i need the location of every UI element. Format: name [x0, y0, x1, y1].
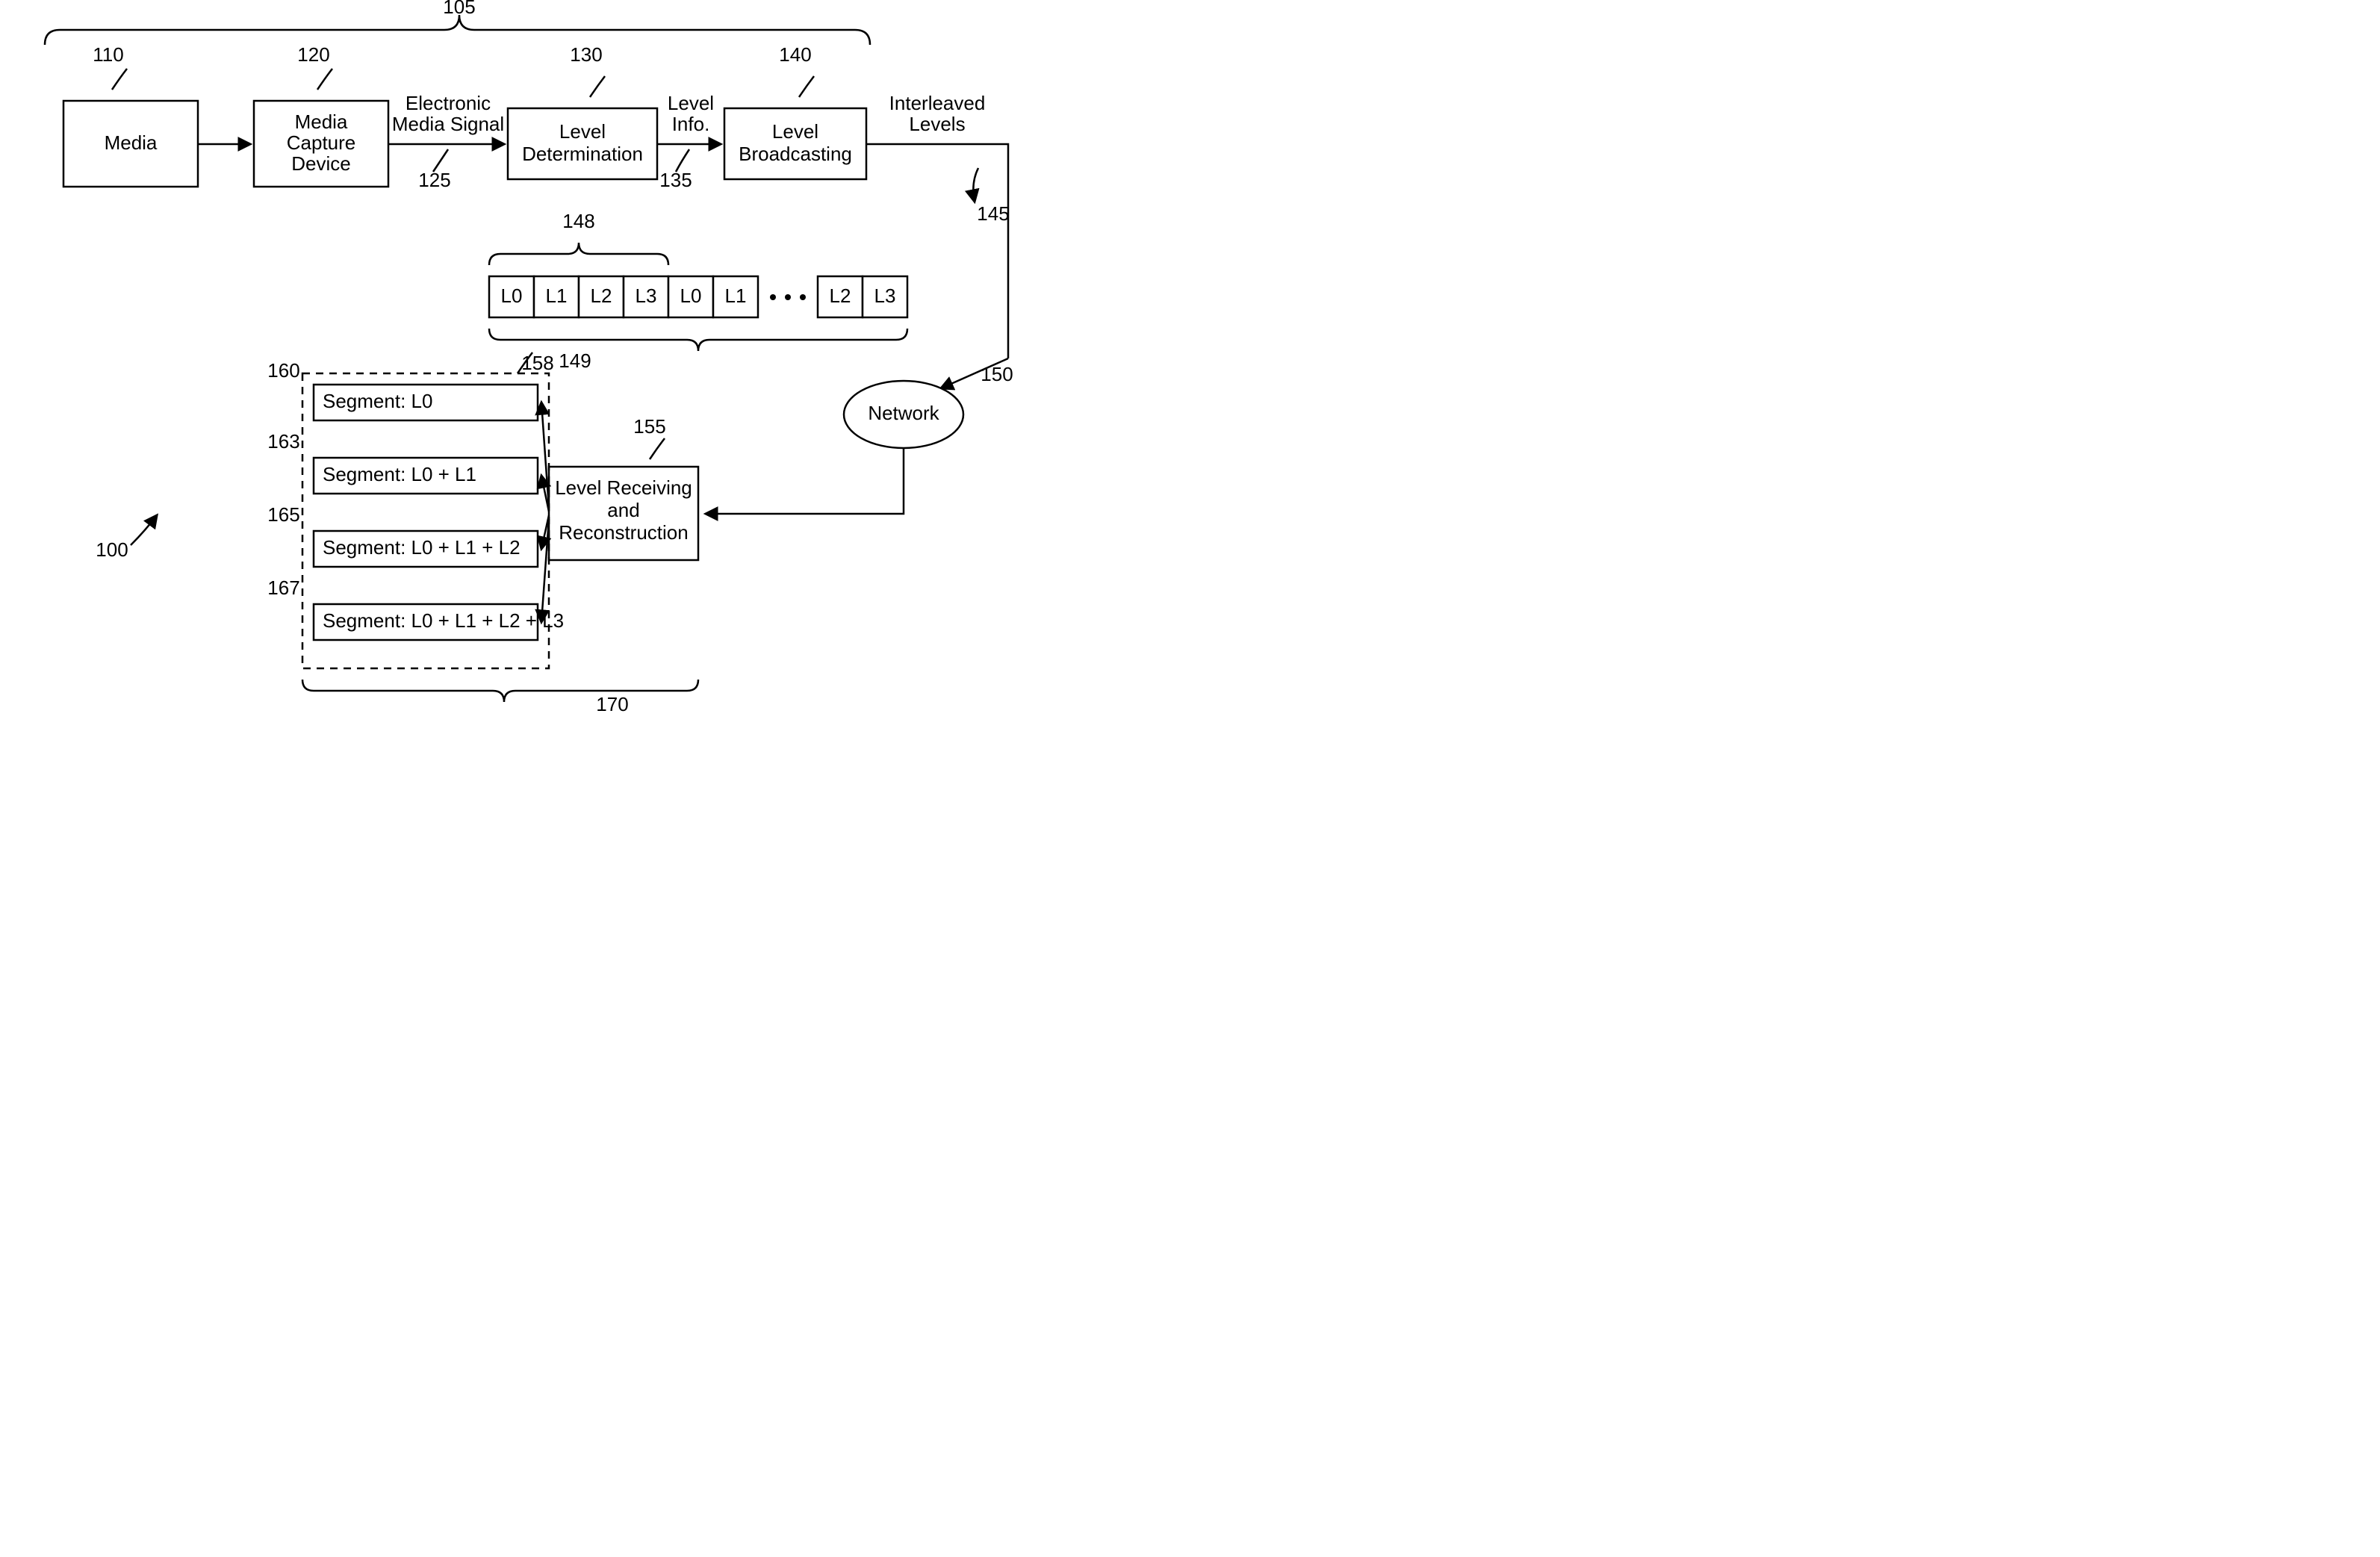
num-125: 125 — [418, 169, 450, 191]
num-170: 170 — [596, 693, 628, 715]
tick-140 — [799, 76, 814, 97]
brace-148 — [489, 243, 668, 265]
num-158: 158 — [521, 352, 553, 374]
num-140: 140 — [779, 43, 811, 66]
brace-170 — [302, 680, 698, 702]
label-bcast-1: Level — [772, 120, 818, 143]
label-recv-2: and — [607, 499, 639, 521]
segments: Segment: L0 Segment: L0 + L1 Segment: L0… — [314, 385, 564, 640]
label-capture-3: Device — [291, 152, 350, 175]
arrow-net-recv — [706, 448, 904, 514]
svg-text:L2: L2 — [830, 285, 851, 307]
svg-text:Segment: L0 + L1 + L2: Segment: L0 + L1 + L2 — [323, 536, 521, 559]
tick-100 — [131, 515, 157, 545]
num-100: 100 — [96, 538, 128, 561]
tick-110 — [112, 69, 127, 90]
num-149: 149 — [559, 349, 591, 372]
label-levinfo-2: Info. — [672, 113, 710, 135]
num-160: 160 — [267, 359, 299, 382]
diagram-canvas: Media Media Capture Device Level Determi… — [0, 0, 1098, 717]
tick-130 — [590, 76, 605, 97]
label-inter-1: Interleaved — [889, 92, 986, 114]
svg-text:Segment: L0 + L1 + L2 + L3: Segment: L0 + L1 + L2 + L3 — [323, 609, 564, 632]
svg-text:L1: L1 — [546, 285, 568, 307]
num-110: 110 — [93, 43, 123, 66]
num-148: 148 — [562, 210, 594, 232]
num-155: 155 — [633, 415, 665, 438]
num-135: 135 — [659, 169, 692, 191]
svg-text:L3: L3 — [636, 285, 657, 307]
num-145: 145 — [977, 202, 1009, 225]
label-capture-2: Capture — [287, 131, 356, 154]
label-capture-1: Media — [295, 111, 348, 133]
brace-105 — [45, 15, 870, 45]
num-167: 167 — [267, 577, 299, 599]
label-signal-1: Electronic — [406, 92, 491, 114]
svg-text:L0: L0 — [501, 285, 523, 307]
label-network: Network — [868, 402, 939, 424]
label-det-2: Determination — [522, 143, 643, 165]
num-120: 120 — [297, 43, 329, 66]
arrow-bcast-down — [866, 144, 1008, 358]
label-bcast-2: Broadcasting — [739, 143, 852, 165]
svg-text:L3: L3 — [874, 285, 896, 307]
num-105: 105 — [443, 0, 475, 18]
label-recv-1: Level Receiving — [555, 476, 692, 499]
level-row: L0 L1 L2 L3 L0 L1 L2 L3 — [489, 276, 907, 317]
svg-text:Segment: L0: Segment: L0 — [323, 390, 432, 412]
tick-155 — [650, 438, 665, 459]
label-det-1: Level — [559, 120, 606, 143]
svg-text:Segment: L0 + L1: Segment: L0 + L1 — [323, 463, 476, 485]
label-inter-2: Levels — [909, 113, 965, 135]
svg-text:L2: L2 — [591, 285, 612, 307]
tick-120 — [317, 69, 332, 90]
svg-text:L0: L0 — [680, 285, 702, 307]
label-recv-3: Reconstruction — [559, 521, 688, 544]
num-150: 150 — [981, 363, 1013, 385]
label-signal-2: Media Signal — [392, 113, 504, 135]
brace-149 — [489, 329, 907, 351]
label-media: Media — [105, 131, 158, 154]
num-163: 163 — [267, 430, 299, 453]
label-levinfo-1: Level — [668, 92, 714, 114]
tick-145 — [973, 168, 978, 202]
num-130: 130 — [570, 43, 602, 66]
num-165: 165 — [267, 503, 299, 526]
svg-text:L1: L1 — [725, 285, 747, 307]
